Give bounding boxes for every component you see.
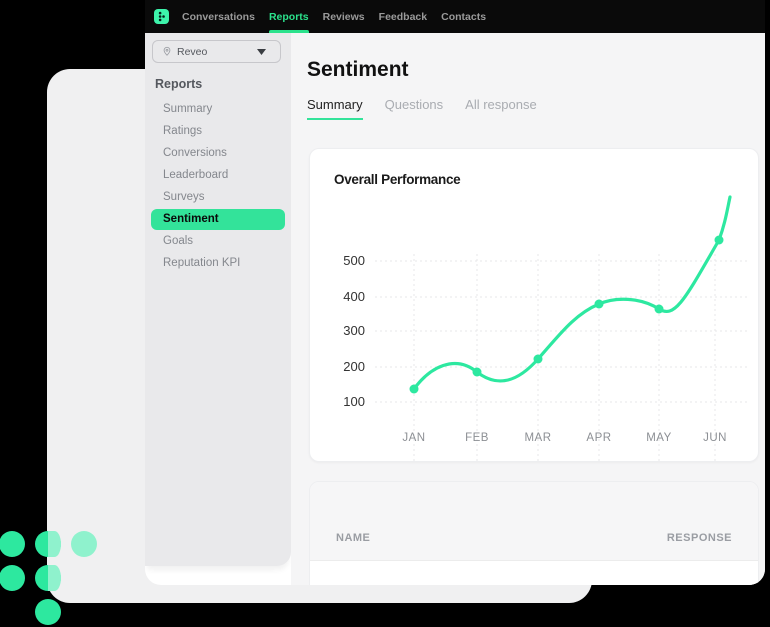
svg-text:FEB: FEB: [465, 432, 489, 444]
svg-text:JAN: JAN: [402, 432, 425, 444]
svg-text:500: 500: [343, 253, 365, 268]
svg-text:100: 100: [343, 394, 365, 409]
svg-text:JUN: JUN: [703, 432, 727, 444]
svg-text:400: 400: [343, 289, 365, 304]
svg-text:200: 200: [343, 359, 365, 374]
svg-text:APR: APR: [586, 432, 611, 444]
svg-text:MAR: MAR: [524, 432, 551, 444]
svg-text:300: 300: [343, 323, 365, 338]
svg-text:MAY: MAY: [646, 432, 672, 444]
